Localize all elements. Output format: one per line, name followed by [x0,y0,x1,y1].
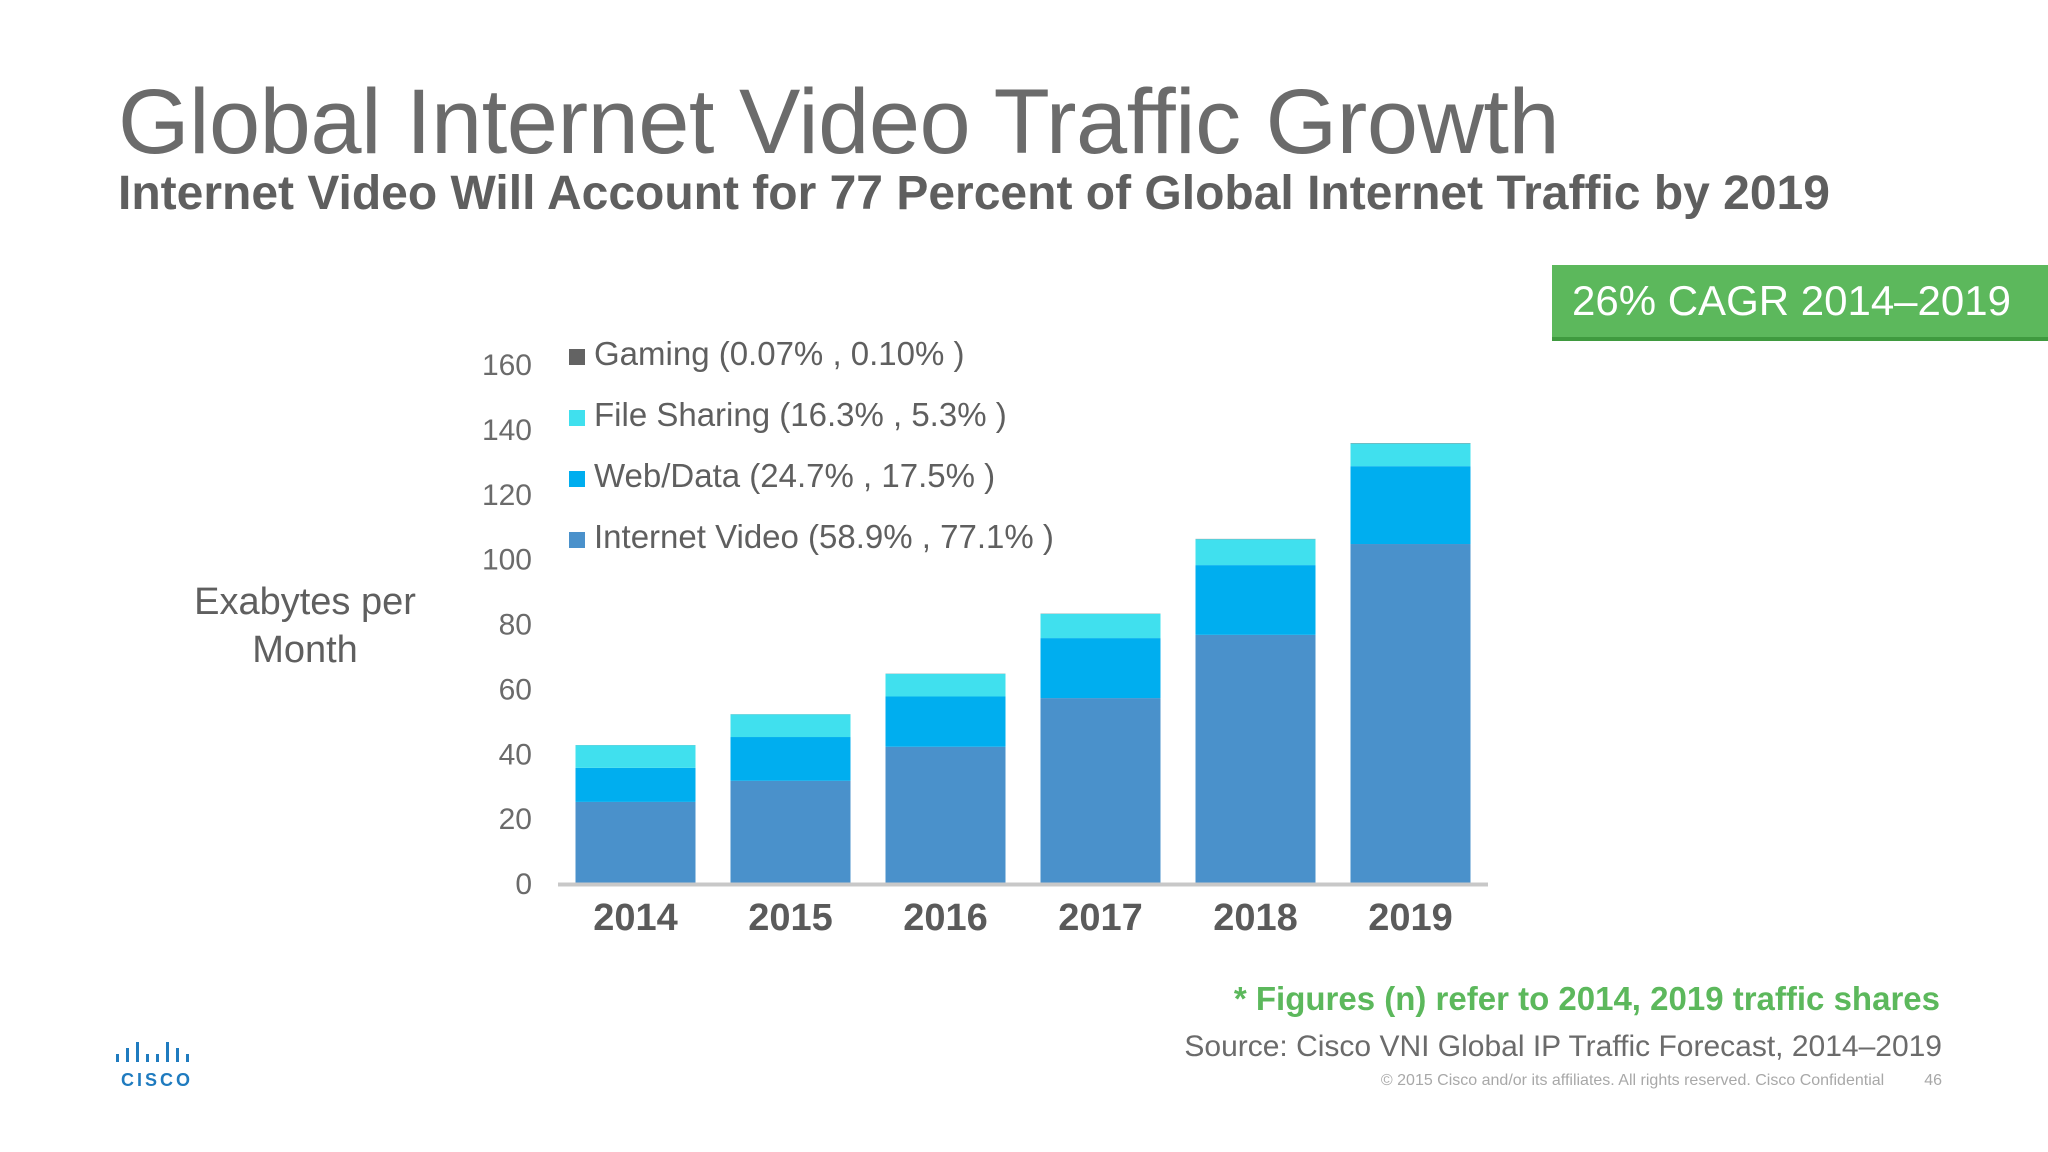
bar-segment [575,745,696,768]
x-tick-label: 2014 [593,897,678,939]
bar-segment [730,714,851,738]
source-note: Source: Cisco VNI Global IP Traffic Fore… [1184,1030,1942,1063]
legend-swatch [569,410,585,426]
legend-label: Gaming (0.07% , 0.10% ) [594,335,965,372]
bar-segment [730,780,851,883]
y-tick-label: 80 [499,609,532,642]
bar-segment [885,746,1006,883]
cisco-logo: CISCO [112,1040,202,1090]
bar-segment [885,696,1006,747]
bar-segment [1195,539,1316,566]
cagr-badge: 26% CAGR 2014–2019 [1552,265,2048,341]
x-tick-label: 2017 [1058,897,1143,939]
y-tick-label: 0 [515,868,532,901]
x-tick-label: 2019 [1368,897,1453,939]
cisco-wordmark: CISCO [120,1070,193,1090]
bar-segment [1350,466,1471,545]
page-title: Global Internet Video Traffic Growth [118,71,1560,173]
copyright: © 2015 Cisco and/or its affiliates. All … [1381,1072,1942,1090]
y-axis-label: Exabytes per Month [194,581,416,671]
x-tick-label: 2016 [903,897,988,939]
bar-segment [730,737,851,781]
legend-label: File Sharing (16.3% , 5.3% ) [594,396,1007,433]
legend-label: Internet Video (58.9% , 77.1% ) [594,518,1054,555]
y-tick-label: 120 [482,479,532,512]
page-number: 46 [1924,1072,1942,1089]
x-tick-label: 2015 [748,897,833,939]
y-tick-label: 20 [499,803,532,836]
bar-segment [1040,698,1161,883]
footnote: * Figures (n) refer to 2014, 2019 traffi… [1233,980,1940,1017]
copyright-text: © 2015 Cisco and/or its affiliates. All … [1380,1072,1885,1089]
legend-swatch [569,471,585,487]
legend-label: Web/Data (24.7% , 17.5% ) [594,457,995,494]
y-tick-label: 40 [499,738,532,771]
bar-segment [1195,565,1316,635]
bar-segment [1040,613,1161,639]
bar-segment [575,767,696,802]
bar-segment [1350,443,1471,467]
bar-segment [1040,638,1161,699]
bar-segment [1195,634,1316,883]
bar-segment [575,801,696,883]
x-tick-label: 2018 [1213,897,1298,939]
y-tick-label: 60 [499,673,532,706]
y-tick-label: 100 [482,544,532,577]
cisco-bars-icon [116,1042,189,1062]
bar-segment [1350,544,1471,883]
legend-swatch [569,349,585,365]
bar-segment [885,673,1006,697]
legend-swatch [569,532,585,548]
page-subtitle: Internet Video Will Account for 77 Perce… [118,167,1830,220]
y-tick-label: 140 [482,414,532,447]
y-tick-label: 160 [482,349,532,382]
